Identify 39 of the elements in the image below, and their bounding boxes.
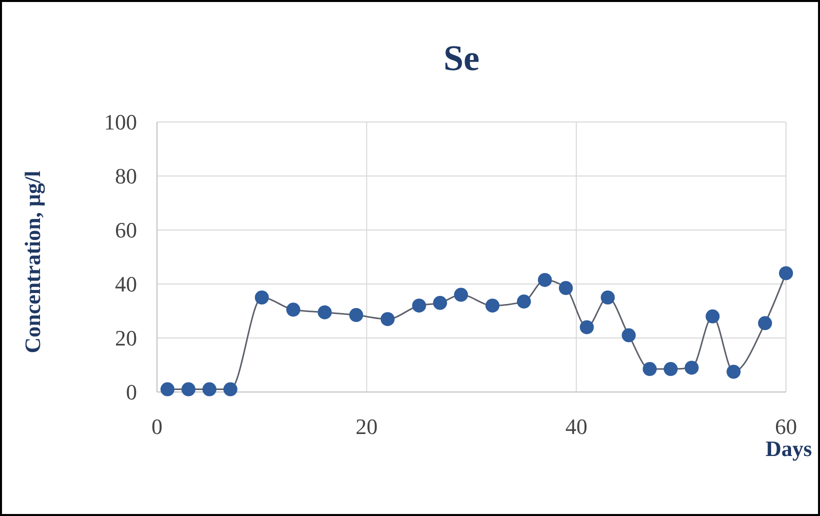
- y-tick-label: 0: [126, 380, 137, 405]
- point: [454, 288, 468, 302]
- point: [642, 362, 657, 376]
- point: [181, 382, 196, 396]
- y-tick-label: 80: [115, 164, 137, 189]
- point: [485, 298, 500, 313]
- point: [580, 320, 594, 334]
- y-tick-label: 100: [104, 110, 137, 135]
- point: [600, 290, 615, 304]
- point: [254, 290, 269, 304]
- y-axis-title: Concentration, µg/l: [20, 170, 45, 354]
- point: [433, 296, 448, 310]
- x-tick-label: 0: [152, 414, 162, 439]
- point: [516, 294, 531, 309]
- point: [779, 266, 793, 280]
- point: [160, 382, 174, 396]
- point: [706, 309, 720, 324]
- y-tick-label: 20: [115, 326, 137, 351]
- point: [380, 312, 395, 326]
- point: [664, 362, 678, 376]
- x-tick-label: 20: [356, 414, 378, 439]
- point: [758, 316, 772, 330]
- chart-title: Se: [444, 38, 480, 78]
- point: [538, 272, 552, 287]
- y-tick-label: 60: [115, 218, 137, 243]
- x-axis-title: Days: [766, 436, 812, 461]
- point: [202, 382, 216, 396]
- x-tick-label: 40: [565, 414, 588, 439]
- point: [412, 298, 426, 313]
- point: [622, 328, 636, 342]
- x-tick-label: 60: [775, 414, 797, 439]
- point: [349, 308, 364, 322]
- point: [286, 302, 300, 317]
- point: [684, 360, 699, 375]
- point: [726, 364, 741, 379]
- point: [558, 281, 573, 296]
- point: [223, 382, 238, 396]
- y-tick-label: 40: [115, 272, 137, 297]
- point: [318, 305, 332, 320]
